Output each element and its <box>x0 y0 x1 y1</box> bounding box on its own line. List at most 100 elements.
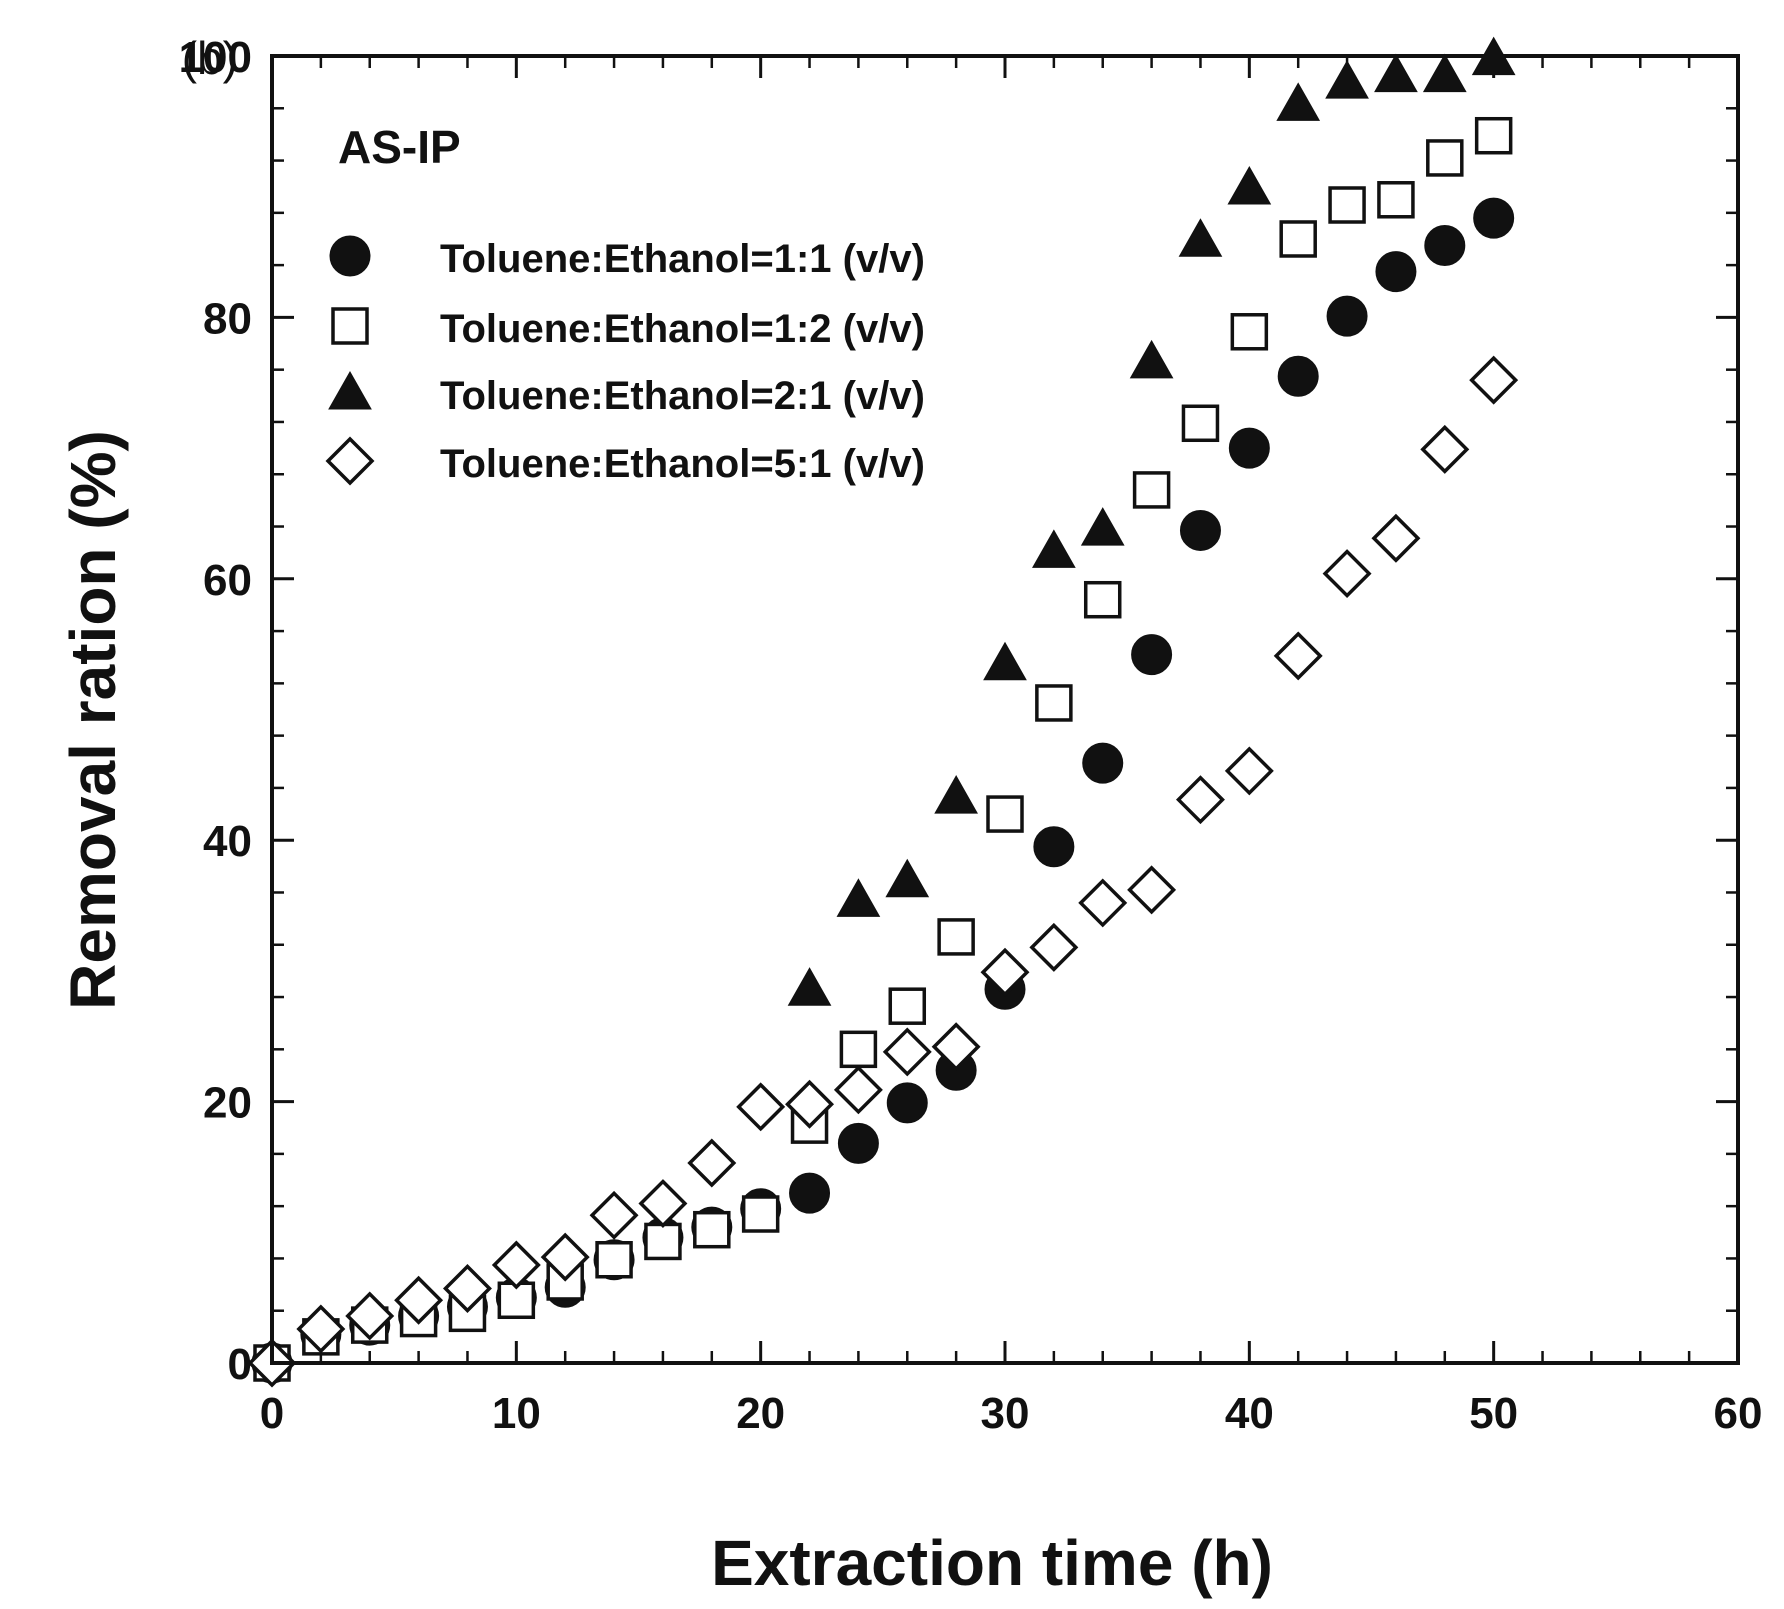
data-point <box>589 1190 639 1240</box>
data-point <box>345 1291 395 1341</box>
data-point <box>1371 513 1421 563</box>
data-point <box>687 1138 737 1188</box>
data-point <box>491 1240 541 1290</box>
data-point <box>595 1240 633 1279</box>
data-point <box>886 1082 928 1124</box>
data-point <box>394 1275 444 1325</box>
data-point <box>1473 197 1515 239</box>
panel-label: (b) <box>182 32 238 84</box>
y-tick-label: 40 <box>203 817 252 866</box>
data-point <box>1227 165 1272 205</box>
legend-label: Toluene:Ethanol=1:1 (v/v) <box>440 237 925 281</box>
x-tick-label: 10 <box>492 1389 541 1438</box>
data-point <box>1422 53 1467 93</box>
data-point <box>1033 826 1075 868</box>
x-tick-label: 20 <box>736 1389 785 1438</box>
data-point <box>839 1030 878 1069</box>
data-point <box>1175 775 1225 825</box>
data-point <box>1132 471 1171 509</box>
data-point <box>885 858 930 898</box>
data-point <box>1276 82 1321 121</box>
data-point <box>638 1179 688 1229</box>
data-point <box>1181 404 1220 443</box>
data-point <box>1277 355 1319 397</box>
series-4-markers <box>247 355 1519 1388</box>
data-point <box>931 1022 981 1072</box>
data-point <box>1328 186 1366 224</box>
data-point <box>937 918 975 956</box>
data-point <box>1325 60 1369 99</box>
data-point <box>1032 529 1076 568</box>
legend-label: Toluene:Ethanol=2:1 (v/v) <box>440 374 925 418</box>
y-tick-label: 60 <box>203 556 252 605</box>
y-tick-label: 80 <box>203 294 252 343</box>
data-point <box>882 1027 932 1077</box>
data-point <box>736 1082 786 1132</box>
data-point <box>1179 509 1221 551</box>
legend-marker <box>325 436 375 486</box>
data-point <box>1178 218 1223 257</box>
data-point <box>837 1122 879 1164</box>
data-point <box>1273 631 1323 681</box>
y-axis-title: Removal ration (%) <box>57 430 129 1010</box>
data-point <box>1035 684 1073 722</box>
data-point <box>296 1304 346 1354</box>
series-3-markers <box>787 36 1516 1006</box>
data-point <box>693 1210 731 1249</box>
y-tick-label: 0 <box>228 1340 252 1389</box>
legend-marker <box>328 370 372 410</box>
data-point <box>1083 580 1122 619</box>
data-point <box>1279 220 1317 258</box>
data-point <box>1474 116 1513 155</box>
y-tick-label: 100 <box>179 33 252 82</box>
x-tick-label: 60 <box>1714 1389 1763 1438</box>
data-point <box>888 987 927 1025</box>
data-point <box>1029 922 1079 972</box>
x-tick-labels: 0 10 20 30 40 50 60 <box>260 1389 1763 1438</box>
data-point <box>833 1065 883 1115</box>
data-point <box>1228 427 1270 469</box>
data-point <box>540 1232 590 1282</box>
data-markers <box>247 36 1519 1388</box>
data-point <box>1426 139 1464 177</box>
x-tick-label: 30 <box>981 1389 1030 1438</box>
data-point <box>934 775 978 814</box>
data-point <box>1224 746 1274 796</box>
data-point <box>1374 53 1418 93</box>
data-point <box>836 878 881 917</box>
data-point <box>1469 355 1519 405</box>
x-axis-title: Extraction time (h) <box>711 1527 1273 1599</box>
data-point <box>1375 251 1417 293</box>
data-point <box>986 795 1024 833</box>
data-point <box>983 641 1027 681</box>
x-tick-label: 50 <box>1469 1389 1518 1438</box>
data-point <box>1420 424 1470 474</box>
data-point <box>1377 181 1415 219</box>
data-point <box>1131 634 1173 676</box>
data-point <box>644 1222 682 1261</box>
data-point <box>789 1172 831 1214</box>
data-point <box>787 967 832 1006</box>
data-point <box>1080 507 1125 546</box>
legend-label: Toluene:Ethanol=5:1 (v/v) <box>440 442 925 486</box>
data-point <box>1127 865 1177 915</box>
y-tick-labels: 0 20 40 60 80 100 <box>179 33 252 1389</box>
x-tick-label: 40 <box>1225 1389 1274 1438</box>
data-point <box>1082 742 1124 784</box>
data-point <box>1322 549 1372 599</box>
legend-marker <box>329 235 371 277</box>
data-point <box>980 947 1030 997</box>
data-point <box>442 1264 492 1313</box>
data-point <box>1078 878 1128 928</box>
legend-marker <box>331 307 369 345</box>
sample-label: AS-IP <box>338 121 461 173</box>
plot-frame <box>270 54 1740 1365</box>
x-tick-label: 0 <box>260 1389 284 1438</box>
y-tick-label: 20 <box>203 1079 252 1128</box>
data-point <box>1424 225 1466 267</box>
data-point <box>785 1079 835 1129</box>
data-point <box>741 1195 780 1233</box>
data-point <box>1129 339 1174 379</box>
